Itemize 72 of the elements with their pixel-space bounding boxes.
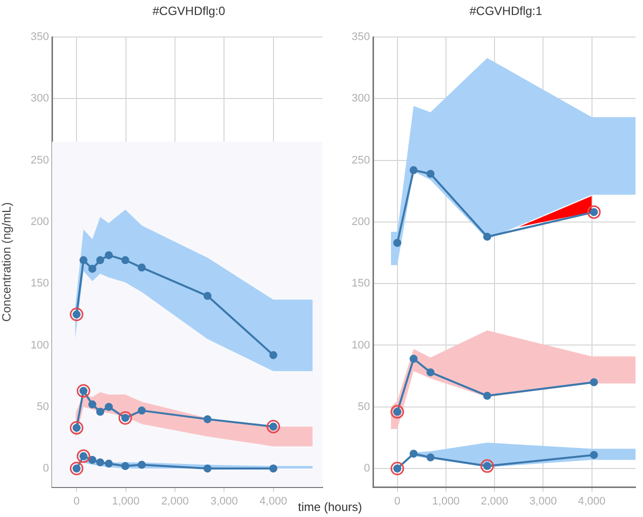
chart-title: #CGVHDflg:1 (470, 4, 542, 18)
y-tick-label: 50 (358, 400, 370, 413)
point (121, 256, 130, 264)
point (76, 384, 90, 398)
point (269, 464, 278, 473)
point (96, 408, 104, 416)
point (88, 456, 96, 464)
point (204, 464, 212, 473)
point (410, 450, 418, 458)
point (393, 238, 402, 247)
x-tick-label: 1,000 (112, 496, 140, 508)
point (88, 264, 96, 273)
y-tick-label: 200 (30, 216, 49, 228)
y-tick-label: 250 (30, 154, 49, 166)
point (79, 256, 88, 264)
point (70, 462, 84, 476)
point (480, 459, 494, 473)
point (390, 462, 404, 476)
point (104, 460, 113, 468)
point (410, 166, 418, 174)
x-tick-label: 2,000 (161, 496, 189, 508)
point (269, 351, 278, 360)
point (138, 460, 146, 469)
x-tick-label: 4,000 (578, 496, 606, 508)
y-tick-label: 250 (352, 154, 370, 166)
y-tick-label: 150 (30, 278, 49, 290)
point (138, 406, 146, 415)
point (426, 453, 435, 462)
point (204, 415, 212, 424)
point (70, 421, 84, 435)
y-tick-label: 200 (352, 216, 370, 228)
y-tick-label: 0 (42, 462, 49, 475)
point (590, 450, 598, 459)
y-tick-label: 350 (352, 31, 370, 44)
y-tick-label: 300 (352, 92, 370, 105)
point (76, 449, 90, 463)
x-tick-label: 0 (394, 496, 400, 508)
point (587, 205, 601, 219)
x-axis-title: time (hours) (298, 500, 362, 514)
point (104, 402, 113, 411)
point (483, 232, 492, 241)
chart-title: #CGVHDflg:0 (152, 4, 226, 18)
y-tick-label: 50 (36, 400, 49, 413)
point (88, 400, 96, 408)
point (426, 368, 435, 376)
x-tick-label: 0 (74, 496, 80, 508)
point (483, 392, 492, 400)
point (96, 256, 104, 264)
x-tick-label: 2,000 (480, 496, 508, 508)
y-tick-label: 100 (352, 339, 370, 352)
point (138, 264, 146, 272)
point (426, 170, 435, 178)
point (590, 378, 598, 386)
y-tick-label: 350 (30, 31, 49, 44)
y-tick-label: 0 (364, 462, 370, 475)
y-tick-label: 100 (30, 339, 49, 352)
x-tick-label: 1,000 (432, 496, 460, 508)
point (104, 251, 113, 260)
y-tick-label: 300 (30, 92, 49, 105)
point (266, 420, 280, 434)
point (96, 458, 104, 466)
point (204, 292, 212, 300)
point (118, 411, 132, 425)
x-tick-label: 3,000 (529, 496, 557, 508)
y-axis-title: Concentration (ng/mL) (0, 202, 14, 322)
x-tick-label: 4,000 (260, 496, 288, 508)
y-tick-label: 150 (352, 278, 370, 290)
point (121, 462, 130, 470)
point (70, 308, 84, 322)
x-tick-label: 3,000 (210, 496, 238, 508)
point (390, 405, 404, 419)
point (410, 354, 418, 363)
